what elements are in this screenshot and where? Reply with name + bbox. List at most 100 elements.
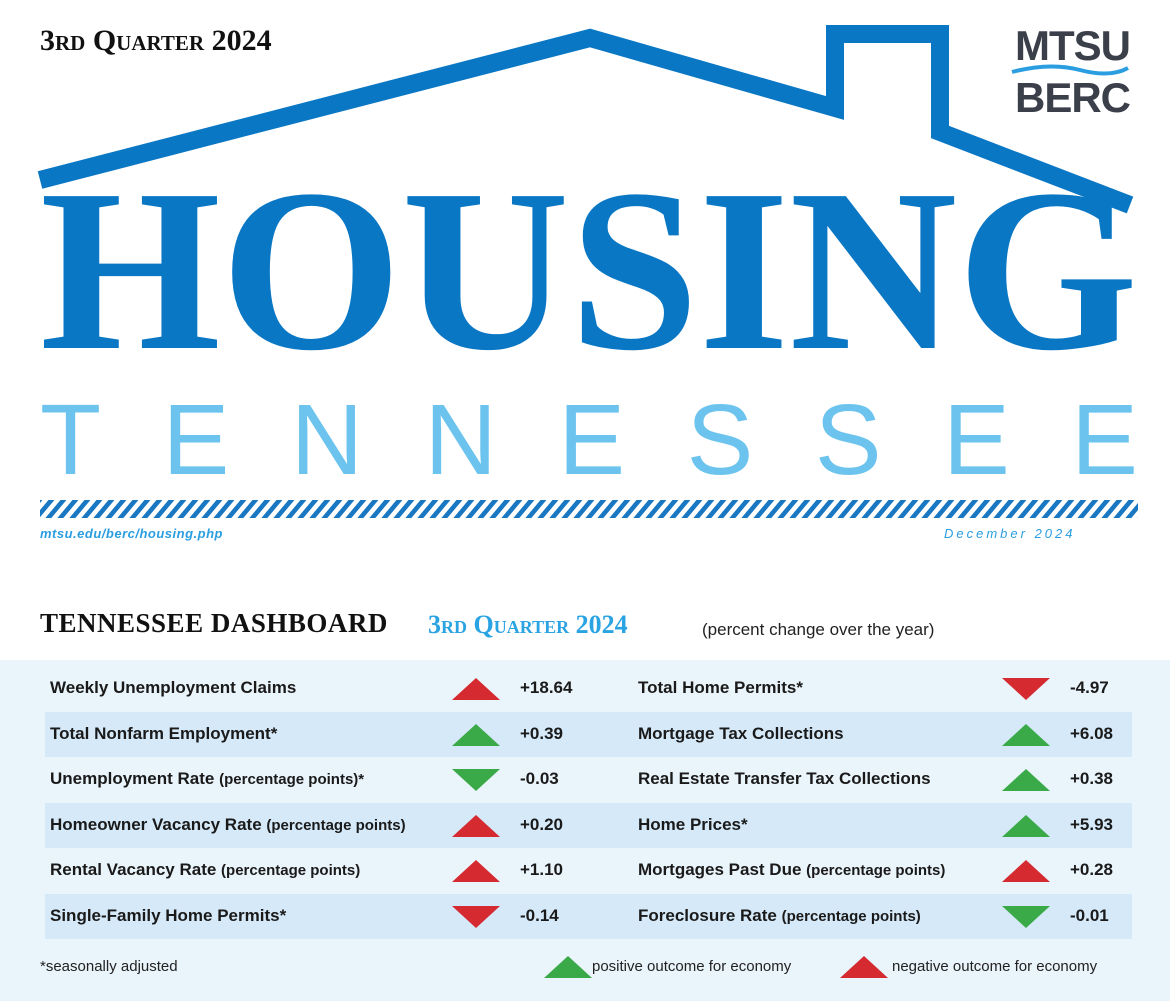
dashboard-row: Unemployment Rate (percentage points)* -0… <box>45 757 590 802</box>
indicator-name: Real Estate Transfer Tax Collections <box>638 769 931 788</box>
indicator-qualifier: (percentage points)* <box>219 771 365 788</box>
indicator-name: Home Prices* <box>638 814 748 834</box>
indicator-value: +18.64 <box>520 678 573 697</box>
trend-arrow <box>840 956 888 978</box>
dashboard-row: Total Home Permits* -4.97 <box>590 666 1132 711</box>
indicator-name: Rental Vacancy Rate <box>50 860 217 879</box>
trend-arrow <box>1002 678 1050 700</box>
indicator-value: +5.93 <box>1070 814 1114 834</box>
indicator-value: +0.28 <box>1070 860 1114 879</box>
arrow-shape <box>452 769 500 791</box>
indicator-label: Total Nonfarm Employment* <box>50 724 277 744</box>
dashboard-row: Home Prices* +5.93 <box>590 802 1132 848</box>
indicator-label: Mortgage Tax Collections <box>638 724 844 744</box>
arrow-shape <box>452 723 500 746</box>
dashboard-row: Mortgages Past Due (percentage points) +0… <box>590 848 1132 893</box>
main-title: HOUSING <box>40 142 1138 399</box>
dashboard-row: Real Estate Transfer Tax Collections +0.3… <box>590 757 1132 802</box>
dashboard-row: Total Nonfarm Employment* +0.39 <box>45 711 590 757</box>
logo-wave <box>1011 64 1129 76</box>
trend-arrow <box>1002 860 1050 882</box>
trend-arrow <box>452 678 500 700</box>
stripe-bar <box>40 500 1138 518</box>
masthead: HOUSING TENNESSEE <box>37 25 1138 518</box>
house-outline <box>37 25 1134 214</box>
dashboard-note: (percent change over the year) <box>702 620 935 639</box>
indicator-name: Single-Family Home Permits* <box>50 905 287 925</box>
arrow-shape <box>1002 723 1050 746</box>
arrow-shape <box>452 814 500 837</box>
indicator-value: -0.03 <box>520 769 559 788</box>
arrow-shape <box>452 905 500 928</box>
indicator-qualifier: (percentage points) <box>806 862 946 879</box>
dashboard-title: TENNESSEE DASHBOARD <box>40 608 388 638</box>
indicator-label: Total Home Permits* <box>638 678 803 698</box>
indicator-name: Mortgage Tax Collections <box>638 723 844 743</box>
arrow-shape <box>1002 769 1050 791</box>
indicator-label: Unemployment Rate (percentage points)* <box>50 769 364 789</box>
indicator-name: Foreclosure Rate <box>638 905 777 925</box>
indicator-value: +1.10 <box>520 860 564 879</box>
url[interactable]: mtsu.edu/berc/housing.php <box>40 526 223 541</box>
indicator-label: Rental Vacancy Rate (percentage points) <box>50 860 360 880</box>
trend-arrow <box>1002 814 1050 837</box>
indicator-value: +0.38 <box>1070 769 1114 788</box>
arrow-shape <box>1002 860 1050 882</box>
footnote: *seasonally adjusted <box>40 958 178 975</box>
arrow-shape <box>452 860 500 882</box>
indicator-name: Weekly Unemployment Claims <box>50 678 297 697</box>
dashboard-row: Weekly Unemployment Claims +18.64 <box>45 666 590 711</box>
indicator-value: +0.39 <box>520 723 564 743</box>
trend-arrow <box>452 905 500 928</box>
logo-top: MTSU <box>1015 22 1131 69</box>
indicator-label: Homeowner Vacancy Rate (percentage point… <box>50 815 406 835</box>
indicator-label: Real Estate Transfer Tax Collections <box>638 769 931 789</box>
indicator-qualifier: (percentage points) <box>266 816 406 834</box>
indicator-label: Foreclosure Rate (percentage points) <box>638 906 921 926</box>
indicator-name: Total Home Permits* <box>638 678 804 697</box>
indicator-label: Weekly Unemployment Claims <box>50 678 296 698</box>
indicator-name: Total Nonfarm Employment* <box>50 723 278 743</box>
arrow-shape <box>840 956 888 978</box>
dashboard-row: Homeowner Vacancy Rate (percentage point… <box>45 802 590 848</box>
quarter-label: 3rd Quarter 2024 <box>40 24 272 57</box>
indicator-name: Homeowner Vacancy Rate <box>50 814 262 834</box>
arrow-shape <box>1002 814 1050 837</box>
trend-arrow <box>1002 769 1050 791</box>
dashboard-row: Rental Vacancy Rate (percentage points) +… <box>45 848 590 893</box>
indicator-name: Mortgages Past Due <box>638 860 802 879</box>
indicator-label: Single-Family Home Permits* <box>50 906 286 926</box>
trend-arrow <box>452 723 500 746</box>
indicator-name: Unemployment Rate <box>50 769 215 788</box>
trend-arrow <box>452 769 500 791</box>
date: December 2024 <box>944 526 1076 541</box>
dashboard-panel: Weekly Unemployment Claims +18.64 Total No… <box>0 660 1170 1001</box>
dashboard-row: Mortgage Tax Collections +6.08 <box>590 711 1132 757</box>
trend-arrow <box>544 956 592 978</box>
trend-arrow <box>452 814 500 837</box>
legend-negative: negative outcome for economy <box>892 958 1098 975</box>
arrow-shape <box>1002 905 1050 928</box>
legend-positive: positive outcome for economy <box>592 958 792 975</box>
arrow-shape <box>544 956 592 978</box>
subtitle: TENNESSEE <box>40 384 1138 496</box>
indicator-label: Home Prices* <box>638 815 748 835</box>
trend-arrow <box>1002 723 1050 746</box>
indicator-value: +6.08 <box>1070 723 1114 743</box>
indicator-value: -0.01 <box>1070 905 1109 925</box>
logo-bottom: BERC <box>1014 74 1131 121</box>
arrow-shape <box>1002 678 1050 700</box>
indicator-qualifier: (percentage points) <box>781 907 921 925</box>
indicator-value: -0.14 <box>520 905 559 925</box>
indicator-value: +0.20 <box>520 814 564 834</box>
trend-arrow <box>452 860 500 882</box>
indicator-qualifier: (percentage points) <box>221 862 361 879</box>
indicator-value: -4.97 <box>1070 678 1109 697</box>
trend-arrow <box>1002 905 1050 928</box>
dashboard-row: Single-Family Home Permits* -0.14 <box>45 893 590 939</box>
indicator-label: Mortgages Past Due (percentage points) <box>638 860 945 880</box>
arrow-shape <box>452 678 500 700</box>
dashboard-row: Foreclosure Rate (percentage points) -0.0… <box>590 893 1132 939</box>
